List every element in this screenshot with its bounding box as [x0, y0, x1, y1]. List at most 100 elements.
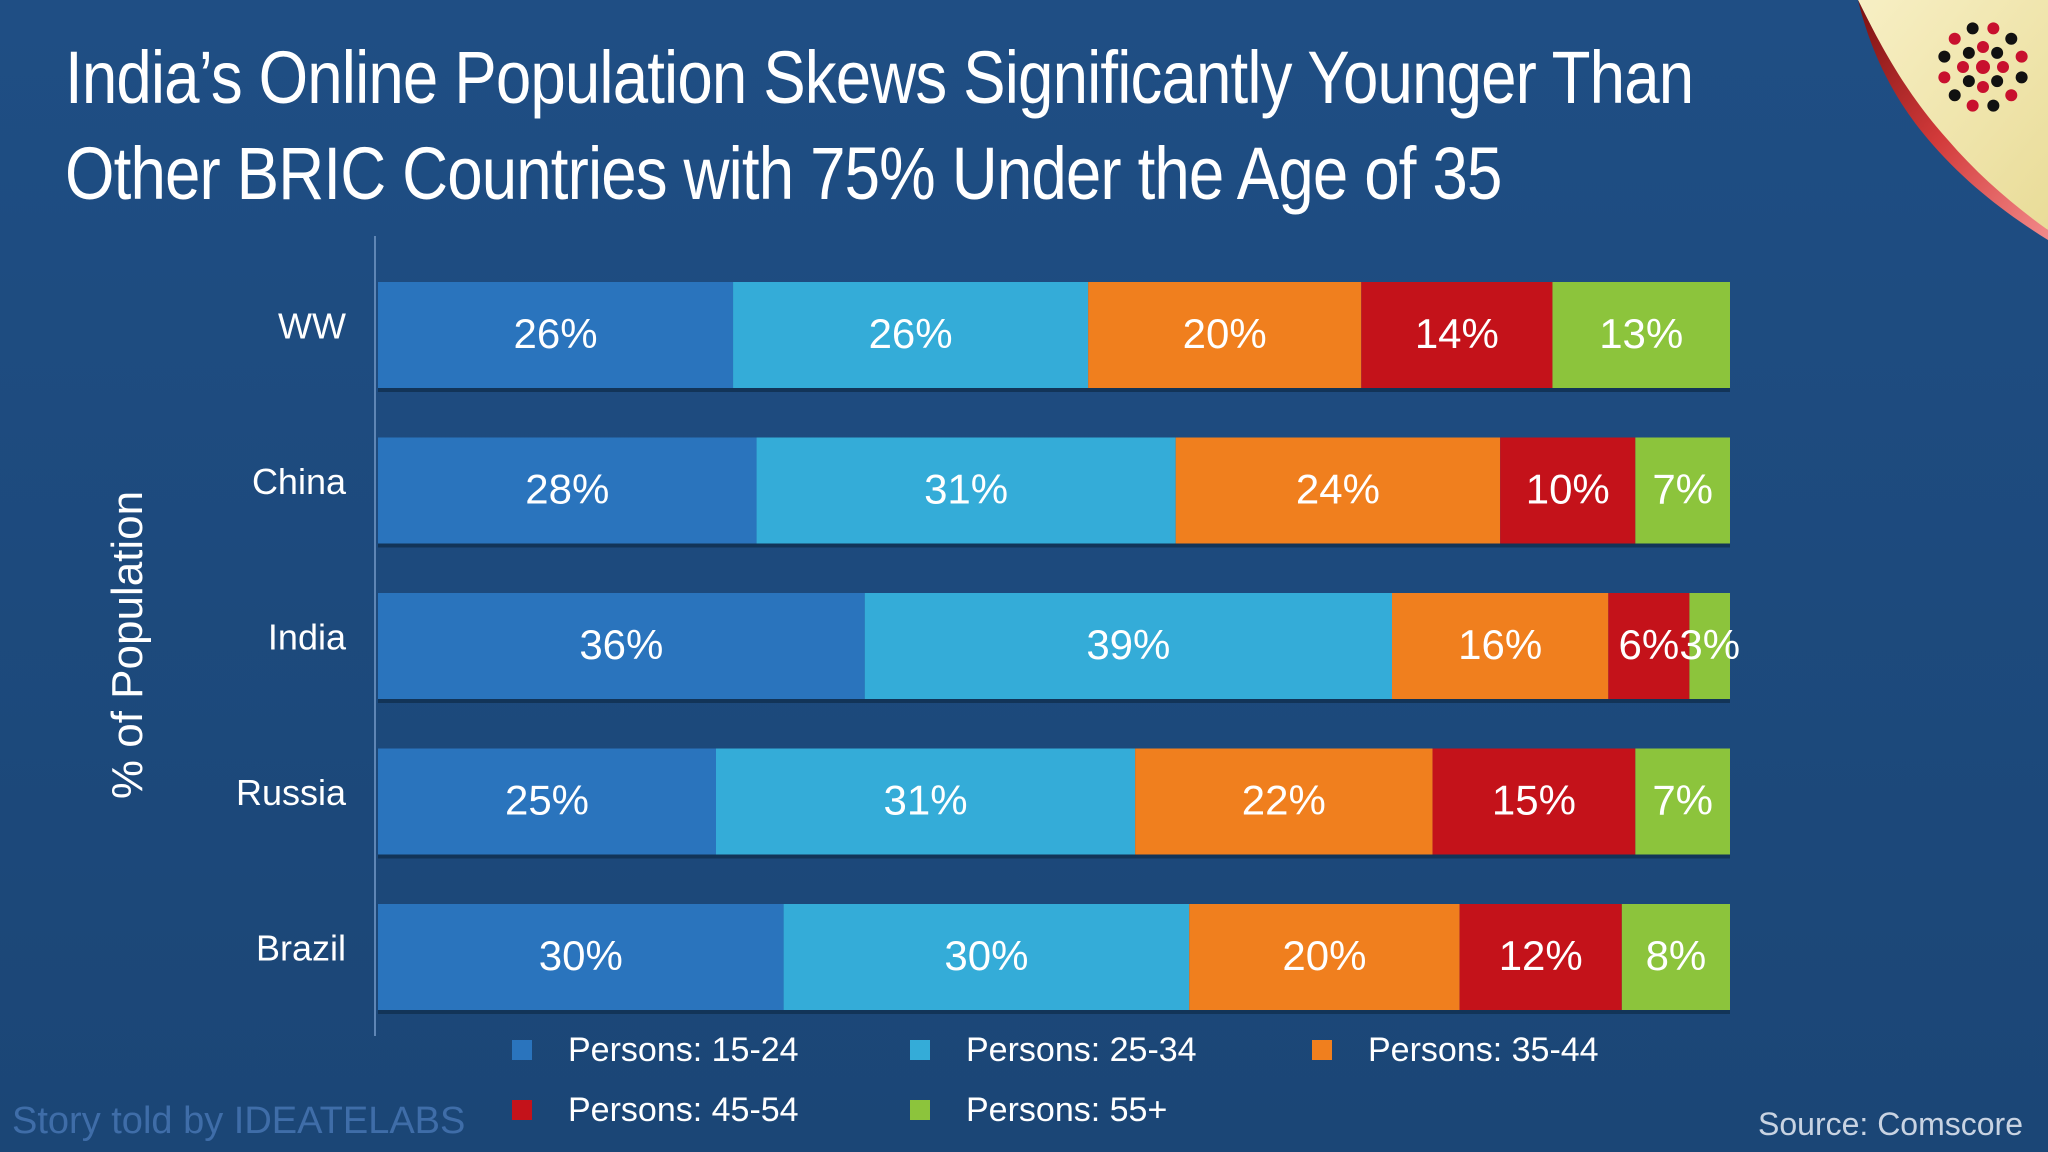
bar-segment-russia-persons-55: [1635, 748, 1730, 855]
bar-value-label-china-persons-35-44: 24%: [1296, 466, 1380, 513]
logo-dot-outer: [2015, 50, 2028, 63]
bar-shadow-china: [378, 543, 1730, 548]
bar-segment-brazil-persons-15-24: [378, 904, 784, 1010]
logo-dot-outer: [1948, 89, 1961, 102]
bar-segment-brazil-persons-55: [1621, 904, 1730, 1010]
bar-shadow-ww: [378, 388, 1730, 392]
bar-value-label-china-persons-25-34: 31%: [924, 466, 1008, 513]
story-credit: Story told by IDEATELABS: [12, 1100, 466, 1142]
logo-dot-inner: [1962, 75, 1975, 88]
logo-dot-inner: [1991, 75, 2004, 88]
logo-dot-inner: [1957, 61, 1969, 73]
category-label-russia: Russia: [236, 772, 347, 813]
legend-label: Persons: 15-24: [568, 1030, 799, 1069]
bar-value-label-india-persons-55: 3%: [1679, 621, 1740, 668]
logo-dot-outer: [1948, 32, 1961, 45]
bar-value-label-russia-persons-55: 7%: [1652, 777, 1713, 824]
logo-dot-outer: [1938, 71, 1951, 84]
bar-value-label-india-persons-35-44: 16%: [1458, 621, 1542, 668]
logo-dot-outer: [2015, 71, 2028, 84]
legend-label: Persons: 35-44: [1368, 1030, 1599, 1069]
logo-dot-inner: [1997, 61, 2009, 73]
legend-item-persons-35-44: Persons: 35-44: [1312, 1030, 1599, 1070]
bar-segment-brazil-persons-35-44: [1189, 904, 1460, 1010]
legend-swatch: [512, 1100, 532, 1120]
bar-value-label-brazil-persons-55: 8%: [1646, 932, 1707, 979]
bar-segment-china-persons-15-24: [378, 437, 757, 544]
legend-item-persons-55: Persons: 55+: [910, 1090, 1167, 1130]
legend-item-persons-45-54: Persons: 45-54: [512, 1090, 799, 1130]
bar-value-label-ww-persons-15-24: 26%: [514, 310, 598, 357]
legend-label: Persons: 45-54: [568, 1090, 799, 1129]
bar-shadow-india: [378, 699, 1730, 703]
bar-segment-china-persons-25-34: [756, 437, 1176, 544]
bar-segment-ww-persons-35-44: [1088, 282, 1362, 388]
logo-dot-outer: [1966, 99, 1979, 112]
bar-value-label-russia-persons-45-54: 15%: [1492, 777, 1576, 824]
logo-dot-inner: [1977, 81, 1989, 93]
bar-value-label-ww-persons-25-34: 26%: [869, 310, 953, 357]
logo-dot-outer: [1987, 22, 2000, 35]
legend-item-persons-25-34: Persons: 25-34: [910, 1030, 1197, 1070]
legend-swatch: [910, 1040, 930, 1060]
bar-segment-india-persons-55: [1689, 593, 1730, 699]
bar-shadow-brazil: [378, 1010, 1730, 1014]
bar-segment-india-persons-15-24: [378, 593, 865, 699]
bar-shadow-russia: [378, 854, 1730, 859]
logo-dot-inner: [1962, 46, 1975, 59]
logo-dot-outer: [1987, 99, 2000, 112]
bar-value-label-china-persons-55: 7%: [1652, 466, 1713, 513]
bar-value-label-russia-persons-25-34: 31%: [884, 777, 968, 824]
bar-segment-india-persons-45-54: [1608, 593, 1690, 699]
logo-dot-outer: [2005, 32, 2018, 45]
bar-segment-brazil-persons-45-54: [1459, 904, 1622, 1010]
category-label-china: China: [252, 461, 347, 502]
legend-label: Persons: 55+: [966, 1090, 1168, 1129]
bar-segment-india-persons-25-34: [864, 593, 1392, 699]
bar-segment-ww-persons-15-24: [378, 282, 734, 388]
logo-dot-inner: [1991, 46, 2004, 59]
chart-title: India’s Online Population Skews Signific…: [65, 30, 1694, 222]
source-note: Source: Comscore: [1758, 1106, 2023, 1142]
bar-value-label-russia-persons-15-24: 25%: [505, 777, 589, 824]
bar-segment-china-persons-55: [1635, 437, 1730, 544]
bar-value-label-brazil-persons-25-34: 30%: [944, 932, 1028, 979]
legend-swatch: [512, 1040, 532, 1060]
bar-value-label-russia-persons-35-44: 22%: [1242, 777, 1326, 824]
bar-value-label-india-persons-15-24: 36%: [579, 621, 663, 668]
bar-segment-ww-persons-45-54: [1361, 282, 1553, 388]
logo-dot-outer: [1966, 22, 1979, 35]
bar-segment-russia-persons-45-54: [1432, 748, 1636, 855]
category-label-india: India: [268, 617, 347, 658]
bar-segment-brazil-persons-25-34: [783, 904, 1190, 1010]
category-axis-line: [374, 236, 376, 1036]
bar-segment-ww-persons-55: [1552, 282, 1730, 388]
title-line-2: Other BRIC Countries with 75% Under the …: [65, 132, 1502, 215]
bar-value-label-brazil-persons-35-44: 20%: [1282, 932, 1366, 979]
bar-value-label-ww-persons-45-54: 14%: [1415, 310, 1499, 357]
bar-value-label-brazil-persons-45-54: 12%: [1499, 932, 1583, 979]
logo-dot-outer: [2005, 89, 2018, 102]
bar-segment-ww-persons-25-34: [733, 282, 1089, 388]
bar-segment-india-persons-35-44: [1392, 593, 1609, 699]
category-label-brazil: Brazil: [256, 928, 346, 969]
bar-value-label-china-persons-45-54: 10%: [1526, 466, 1610, 513]
title-line-1: India’s Online Population Skews Signific…: [65, 36, 1694, 119]
bar-value-label-china-persons-15-24: 28%: [525, 466, 609, 513]
legend-item-persons-15-24: Persons: 15-24: [512, 1030, 799, 1070]
legend-label: Persons: 25-34: [966, 1030, 1197, 1069]
legend-swatch: [1312, 1040, 1332, 1060]
bar-segment-china-persons-45-54: [1500, 437, 1636, 544]
bar-segment-russia-persons-35-44: [1135, 748, 1433, 855]
logo-dot-center: [1976, 60, 1990, 74]
bar-value-label-india-persons-45-54: 6%: [1619, 621, 1680, 668]
brand-logo: [1938, 22, 2028, 112]
logo-dot-inner: [1977, 41, 1989, 53]
legend-swatch: [910, 1100, 930, 1120]
bar-segment-russia-persons-15-24: [378, 748, 716, 855]
logo-dot-outer: [1938, 50, 1951, 63]
category-label-ww: WW: [278, 306, 346, 347]
bar-value-label-india-persons-25-34: 39%: [1086, 621, 1170, 668]
bar-value-label-ww-persons-55: 13%: [1599, 310, 1683, 357]
